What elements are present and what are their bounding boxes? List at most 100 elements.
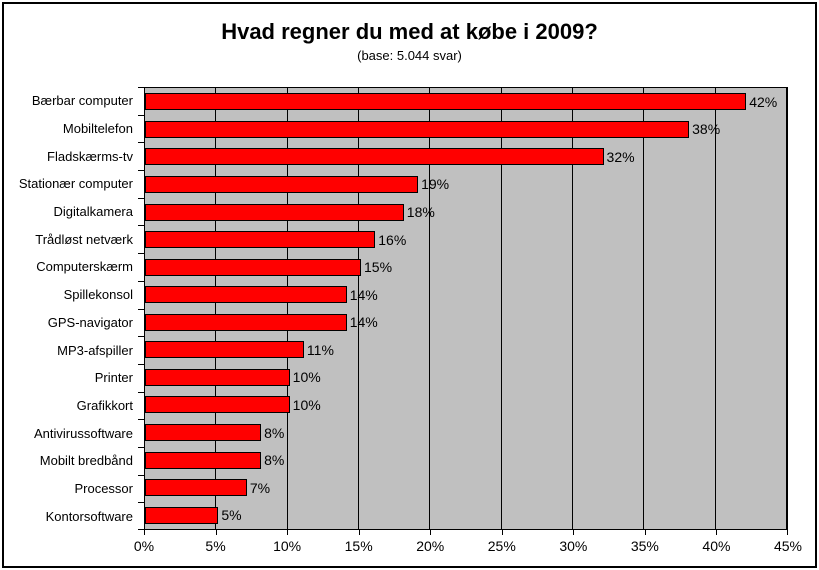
bar-row: 38% xyxy=(145,116,787,144)
y-tick-mark xyxy=(138,280,144,282)
bar-row: 8% xyxy=(145,446,787,474)
bar xyxy=(145,313,347,331)
bar xyxy=(145,341,304,359)
bar-row: 14% xyxy=(145,309,787,337)
category-label: Bærbar computer xyxy=(31,93,133,109)
x-tick-mark xyxy=(215,530,217,535)
category-label: Processor xyxy=(74,480,133,496)
x-tick-mark xyxy=(430,530,432,535)
y-tick-mark xyxy=(138,142,144,144)
y-tick-mark xyxy=(138,308,144,310)
bar xyxy=(145,93,747,111)
bar-value-label: 7% xyxy=(249,479,271,496)
bar-row: 11% xyxy=(145,336,787,364)
bar-value-label: 18% xyxy=(406,204,435,221)
x-tick-label: 20% xyxy=(416,538,445,554)
bar xyxy=(145,479,247,497)
y-tick-mark xyxy=(138,529,144,530)
chart-subtitle: (base: 5.044 svar) xyxy=(357,48,462,63)
bar-row: 14% xyxy=(145,281,787,309)
y-tick-mark xyxy=(138,391,144,393)
bar-value-label: 8% xyxy=(264,452,285,469)
y-tick-mark xyxy=(138,87,144,88)
x-tick-label: 0% xyxy=(133,538,155,554)
bar-row: 10% xyxy=(145,364,787,392)
bar-value-label: 14% xyxy=(349,314,378,331)
bar-row: 10% xyxy=(145,391,787,419)
category-label: GPS-navigator xyxy=(47,314,133,330)
x-tick-mark xyxy=(501,530,503,535)
bar xyxy=(145,286,347,304)
x-axis-ticks xyxy=(144,530,788,535)
x-tick-mark xyxy=(287,530,289,535)
plot-area: 42% 38% 32% 19% 18% 16% 15% 14% 14% 11% 10% 10% 8% 8%… xyxy=(144,87,788,530)
x-tick-label: 40% xyxy=(702,538,731,554)
bar-row: 19% xyxy=(145,171,787,199)
bar-row: 15% xyxy=(145,253,787,281)
x-tick-label: 5% xyxy=(205,538,226,554)
y-tick-mark xyxy=(138,419,144,421)
x-axis-labels: 0% 5% 10% 15% 20% 25% 30% 35% 40% 45% xyxy=(134,538,802,554)
x-tick-mark xyxy=(644,530,646,535)
y-tick-mark xyxy=(138,363,144,365)
category-label: Grafikkort xyxy=(76,397,133,413)
category-label: Digitalkamera xyxy=(53,204,133,220)
gridline xyxy=(215,88,217,529)
bar xyxy=(145,506,219,524)
y-tick-mark xyxy=(138,197,144,199)
bar xyxy=(145,120,690,138)
y-tick-mark xyxy=(138,446,144,448)
bar xyxy=(145,258,361,276)
y-tick-mark xyxy=(138,170,144,172)
gridline xyxy=(571,88,573,529)
bar-row: 7% xyxy=(145,474,787,502)
category-label: Trådløst netværk xyxy=(35,231,133,247)
bar-value-label: 15% xyxy=(364,259,393,276)
gridline xyxy=(500,88,502,529)
bar-row: 8% xyxy=(145,419,787,447)
gridline xyxy=(357,88,359,529)
category-label: Spillekonsol xyxy=(63,287,133,303)
y-tick-mark xyxy=(138,474,144,476)
x-tick-mark xyxy=(573,530,575,535)
bar-value-label: 32% xyxy=(606,148,635,165)
y-tick-mark xyxy=(138,114,144,116)
bar-row: 5% xyxy=(145,501,787,529)
gridline xyxy=(786,88,787,529)
bar-row: 16% xyxy=(145,226,787,254)
category-label: Mobilt bredbånd xyxy=(39,453,133,469)
gridlines xyxy=(145,88,787,529)
y-axis-category-labels: Bærbar computer Mobiltelefon Fladskærms-tv… xyxy=(0,87,136,530)
y-tick-mark xyxy=(138,502,144,504)
x-tick-mark xyxy=(716,530,718,535)
bar-value-label: 16% xyxy=(378,231,407,248)
gridline xyxy=(429,88,431,529)
gridline xyxy=(714,88,716,529)
y-tick-mark xyxy=(138,253,144,255)
x-tick-mark xyxy=(787,530,788,535)
bar-value-label: 42% xyxy=(749,93,778,110)
y-axis-ticks xyxy=(138,87,144,530)
bar-value-label: 11% xyxy=(306,341,334,358)
category-label: Stationær computer xyxy=(18,176,133,192)
x-tick-label: 25% xyxy=(487,538,516,554)
bar xyxy=(145,396,290,414)
bar-value-label: 10% xyxy=(292,369,321,386)
bar-row: 32% xyxy=(145,143,787,171)
bar-row: 42% xyxy=(145,88,787,116)
category-label: Mobiltelefon xyxy=(62,121,133,137)
bar-value-label: 14% xyxy=(349,286,378,303)
bar-value-label: 5% xyxy=(221,507,242,524)
x-tick-label: 30% xyxy=(559,538,588,554)
bar-value-label: 19% xyxy=(421,176,450,193)
x-tick-label: 45% xyxy=(773,538,803,554)
category-label: Antivirussoftware xyxy=(34,425,133,441)
bar xyxy=(145,424,262,442)
x-tick-label: 10% xyxy=(273,538,302,554)
category-label: MP3-afspiller xyxy=(57,342,133,358)
x-tick-label: 35% xyxy=(630,538,659,554)
y-tick-mark xyxy=(138,336,144,338)
bar xyxy=(145,231,376,249)
x-tick-mark xyxy=(144,530,145,535)
